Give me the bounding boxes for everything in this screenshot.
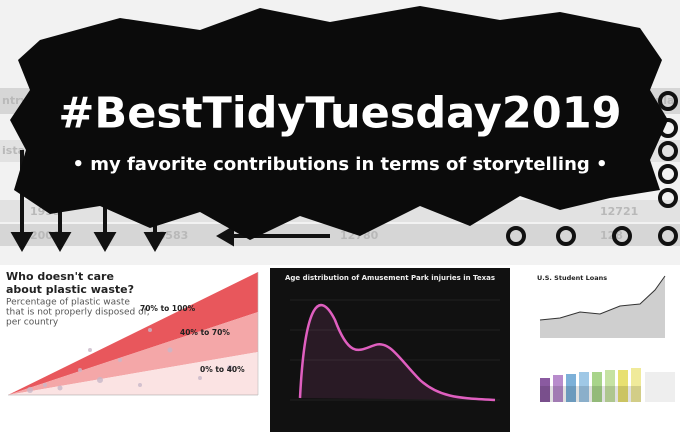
panel-subtitle: that is not properly disposed of, — [6, 308, 150, 318]
panel-plastic: Who doesn't care about plastic waste? Pe… — [0, 268, 268, 432]
brush-stroke — [10, 6, 668, 240]
table-cell: 12721 — [600, 205, 638, 218]
table-cell: 128 — [600, 229, 623, 242]
band-label: 70% to 100% — [140, 304, 196, 313]
panel-title: Who doesn't care — [6, 270, 114, 283]
main-title: #BestTidyTuesday2019 — [58, 89, 621, 139]
band-label: 40% to 70% — [180, 328, 230, 337]
panel-title: Age distribution of Amusement Park injur… — [285, 274, 495, 282]
divider — [0, 265, 680, 268]
circles — [506, 91, 678, 246]
band-label: 0% to 40% — [200, 365, 245, 374]
panel-subtitle: per country — [6, 318, 59, 328]
panel-title: about plastic waste? — [6, 283, 134, 296]
table-cell: ista — [2, 144, 25, 157]
subtitle: • my favorite contributions in terms of … — [72, 154, 607, 175]
panel-loans: U.S. Student Loans — [512, 268, 680, 432]
panel-title: U.S. Student Loans — [537, 274, 607, 282]
panel-subtitle: Percentage of plastic waste — [6, 298, 130, 308]
panel-amusement: Age distribution of Amusement Park injur… — [270, 268, 510, 432]
